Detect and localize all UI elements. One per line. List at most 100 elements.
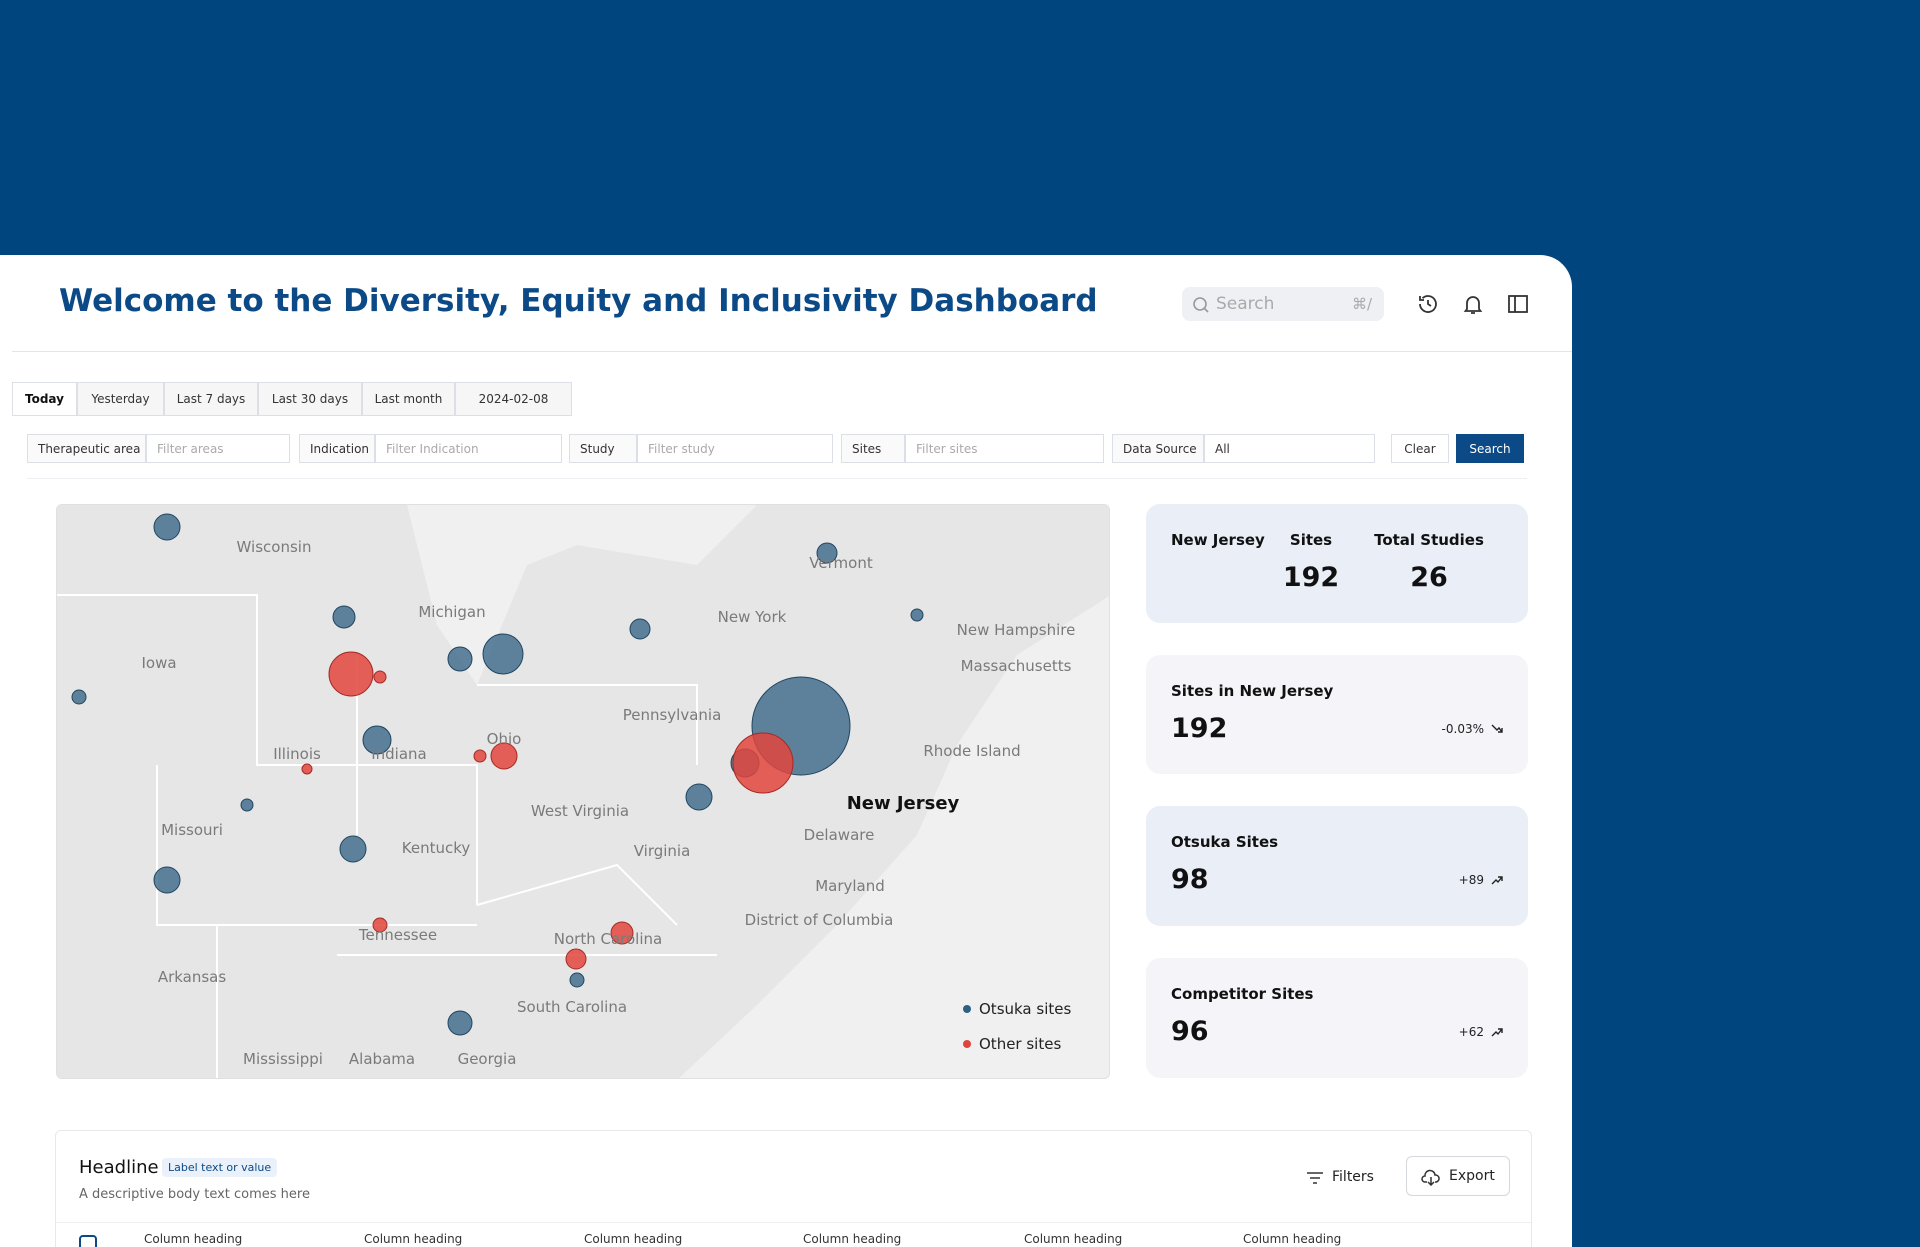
date-tab[interactable]: Last month xyxy=(362,382,455,416)
sidebar-icon[interactable] xyxy=(1506,292,1530,316)
divider xyxy=(27,478,1527,479)
state-label: Mississippi xyxy=(243,1050,323,1068)
card-value: 192 xyxy=(1171,713,1228,744)
badge: Label text or value xyxy=(162,1158,278,1177)
card-title: Sites in New Jersey xyxy=(1171,682,1334,700)
date-tab[interactable]: Last 30 days xyxy=(258,382,362,416)
card-title: Otsuka Sites xyxy=(1171,833,1279,851)
export-label: Export xyxy=(1449,1168,1495,1184)
dashboard-panel: Welcome to the Diversity, Equity and Inc… xyxy=(0,255,1572,1247)
stat-card: Otsuka Sites 98 +89 xyxy=(1146,806,1528,926)
filter-icon xyxy=(1307,1172,1323,1184)
land xyxy=(57,505,1109,1078)
state-label: Massachusetts xyxy=(961,657,1072,675)
state-label: Rhode Island xyxy=(923,742,1020,760)
card-label: Total Studies xyxy=(1374,531,1484,549)
state-label: Michigan xyxy=(418,603,485,621)
export-button[interactable]: Export xyxy=(1406,1156,1510,1196)
card-state: New Jersey xyxy=(1171,531,1265,549)
filter-label: Data Source xyxy=(1112,434,1204,463)
date-tab[interactable]: Yesterday xyxy=(77,382,164,416)
column-heading[interactable]: Column heading xyxy=(1243,1232,1342,1246)
table-headline: Headline xyxy=(79,1157,159,1178)
card-label: Sites xyxy=(1289,531,1333,549)
state-label: Delaware xyxy=(804,826,875,844)
select-all-checkbox[interactable] xyxy=(79,1235,97,1247)
state-label: Missouri xyxy=(161,821,223,839)
card-change: +62 xyxy=(1458,1025,1484,1039)
state-label: Iowa xyxy=(141,654,176,672)
date-tab[interactable]: Today xyxy=(12,382,77,416)
card-change: +89 xyxy=(1458,873,1484,887)
state-label: Virginia xyxy=(634,842,691,860)
state-label: District of Columbia xyxy=(745,911,894,929)
search-box[interactable]: Search ⌘/ xyxy=(1182,287,1384,321)
notification-icon[interactable] xyxy=(1461,292,1485,316)
trend-icon xyxy=(1491,724,1503,733)
other-site-dots xyxy=(301,651,794,970)
state-label: New Hampshire xyxy=(957,621,1076,639)
card-title: Competitor Sites xyxy=(1171,985,1314,1003)
filter-input[interactable]: Filter Indication xyxy=(375,434,562,463)
divider xyxy=(12,351,1572,352)
search-icon xyxy=(1193,297,1209,313)
card-value: 192 xyxy=(1282,562,1340,593)
divider xyxy=(56,1222,1531,1223)
filter-label[interactable]: Study xyxy=(569,434,637,463)
date-tab[interactable]: Last 7 days xyxy=(164,382,258,416)
card-value: 98 xyxy=(1171,864,1209,895)
state-label: Wisconsin xyxy=(237,538,312,556)
filter-label: Indication xyxy=(299,434,375,463)
filters-label: Filters xyxy=(1332,1169,1374,1185)
otsuka-site-dots xyxy=(71,513,924,1036)
card-change: -0.03% xyxy=(1441,722,1484,736)
trend-icon xyxy=(1491,1028,1503,1037)
column-heading[interactable]: Column heading xyxy=(1024,1232,1123,1246)
state-label: Alabama xyxy=(349,1050,415,1068)
table-description: A descriptive body text comes here xyxy=(79,1187,310,1202)
filter-input[interactable]: Filter sites xyxy=(905,434,1104,463)
state-label: West Virginia xyxy=(531,802,629,820)
legend-dot xyxy=(963,1005,971,1013)
history-icon[interactable] xyxy=(1416,292,1440,316)
legend-dot xyxy=(963,1040,971,1048)
state-label: New York xyxy=(718,608,787,626)
search-shortcut: ⌘/ xyxy=(1351,295,1372,313)
state-label: Georgia xyxy=(458,1050,517,1068)
summary-card: New Jersey Sites 192 Total Studies 26 xyxy=(1146,504,1528,623)
stat-card: Competitor Sites 96 +62 xyxy=(1146,958,1528,1078)
clear-button[interactable]: Clear xyxy=(1391,434,1449,463)
highlight-label: New Jersey xyxy=(847,793,960,814)
table-card: Headline Label text or value A descripti… xyxy=(55,1130,1532,1247)
state-label: Arkansas xyxy=(158,968,227,986)
filters-button[interactable]: Filters xyxy=(1306,1169,1374,1185)
filter-label: Therapeutic area xyxy=(27,434,146,463)
column-heading[interactable]: Column heading xyxy=(803,1232,902,1246)
site-map: Wisconsin Michigan Iowa Vermont New York… xyxy=(56,504,1110,1079)
state-borders xyxy=(57,594,717,1078)
state-label: Pennsylvania xyxy=(623,706,722,724)
trend-icon xyxy=(1491,876,1503,885)
card-value: 96 xyxy=(1171,1016,1209,1047)
date-picker[interactable]: 2024-02-08 xyxy=(455,382,572,416)
filter-label[interactable]: Sites xyxy=(841,434,905,463)
filter-select[interactable]: All xyxy=(1204,434,1375,463)
column-heading[interactable]: Column heading xyxy=(144,1232,243,1246)
state-label: South Carolina xyxy=(517,998,627,1016)
state-label: Illinois xyxy=(273,745,321,763)
state-label: Tennessee xyxy=(358,926,437,944)
search-button[interactable]: Search xyxy=(1456,434,1524,463)
state-label: Ohio xyxy=(487,730,522,748)
legend-label: Other sites xyxy=(979,1035,1061,1053)
state-label: Indiana xyxy=(371,745,427,763)
filter-input[interactable]: Filter study xyxy=(637,434,833,463)
column-heading[interactable]: Column heading xyxy=(364,1232,463,1246)
state-label: Maryland xyxy=(815,877,885,895)
column-heading[interactable]: Column heading xyxy=(584,1232,683,1246)
export-icon xyxy=(1421,1169,1440,1186)
legend-label: Otsuka sites xyxy=(979,1000,1071,1018)
state-label: Vermont xyxy=(809,554,873,572)
search-placeholder: Search xyxy=(1216,294,1275,314)
filter-input[interactable]: Filter areas xyxy=(146,434,290,463)
